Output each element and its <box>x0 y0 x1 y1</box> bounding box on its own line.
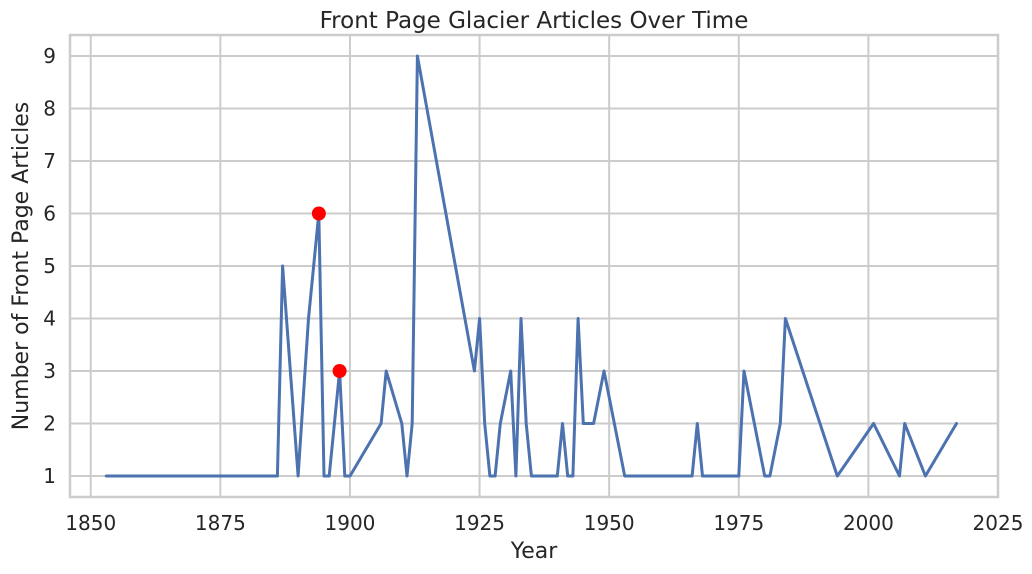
y-tick-label: 6 <box>43 202 56 226</box>
x-tick-label: 1925 <box>454 511 505 535</box>
highlight-points <box>311 206 347 378</box>
y-tick-label: 8 <box>43 97 56 121</box>
y-tick-label: 7 <box>43 149 56 173</box>
highlight-point <box>332 364 347 378</box>
x-axis-title: Year <box>510 539 559 564</box>
highlight-point <box>311 206 326 221</box>
y-tick-label: 4 <box>43 307 56 331</box>
series-line <box>104 54 958 478</box>
tick-labels: 1850 1875 1900 1925 1950 1975 2000 2025 1 2 3 4 5 6 7 8… <box>43 44 1023 535</box>
x-tick-label: 1900 <box>325 511 376 535</box>
x-tick-label: 1950 <box>584 511 635 535</box>
x-tick-label: 2025 <box>973 511 1024 535</box>
x-tick-label: 1975 <box>713 511 764 535</box>
x-tick-label: 1850 <box>65 511 116 535</box>
x-tick-label: 1875 <box>195 511 246 535</box>
y-tick-label: 3 <box>43 359 56 383</box>
y-tick-label: 9 <box>43 44 56 68</box>
y-tick-label: 2 <box>43 412 56 436</box>
y-tick-label: 1 <box>43 464 56 488</box>
grid <box>70 35 999 497</box>
series-layer <box>104 54 958 478</box>
plot-frame <box>68 33 1000 499</box>
y-axis-title: Number of Front Page Articles <box>9 102 34 431</box>
y-tick-label: 5 <box>43 254 56 278</box>
x-tick-label: 2000 <box>843 511 894 535</box>
chart-title: Front Page Glacier Articles Over Time <box>320 8 749 34</box>
